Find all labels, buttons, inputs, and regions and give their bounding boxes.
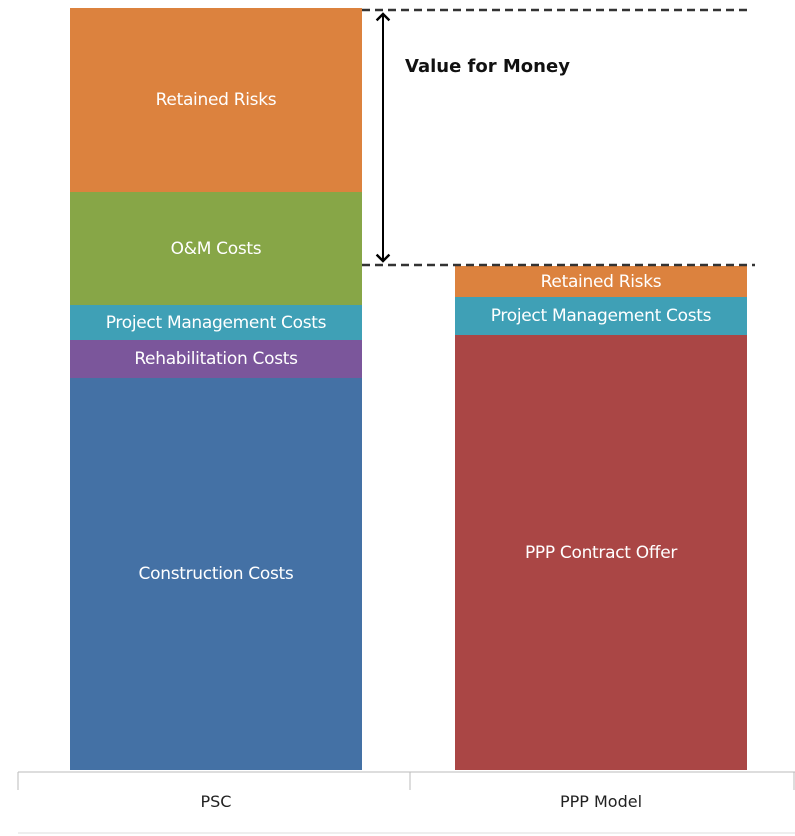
segment-label: Rehabilitation Costs [70,340,362,378]
segment-label: Retained Risks [70,8,362,192]
label-text: O&M Costs [170,238,262,259]
label-text: Construction Costs [138,564,294,584]
x-tick-label: PPP Model [501,792,701,811]
bar-segment [70,305,362,340]
bar-segment [70,378,362,770]
x-tick-label: PSC [116,792,316,811]
label-text: Retained Risks [155,90,277,110]
segment-label: Retained Risks [455,266,747,297]
label-text: PPP Contract Offer [524,542,678,563]
segment-label: PPP Contract Offer [516,335,686,770]
label-text: PPP Model [559,792,643,811]
bar-segment [70,8,362,192]
bar-segment [70,340,362,378]
label-text: Project Management Costs [490,306,712,326]
bar-segment [455,335,747,770]
bar-segment [70,192,362,305]
label-text: Retained Risks [540,271,662,292]
segment-label: Project Management Costs [70,305,362,340]
bar-segment [455,266,747,297]
segment-label: Project Management Costs [455,297,747,335]
label-text: PSC [200,792,232,811]
bar-segment [455,297,747,335]
label-text: Rehabilitation Costs [134,349,298,369]
segment-label: O&M Costs [70,192,362,305]
annotation: Value for Money [405,56,570,77]
segment-label: Construction Costs [131,378,301,770]
label-text: Project Management Costs [105,312,327,333]
